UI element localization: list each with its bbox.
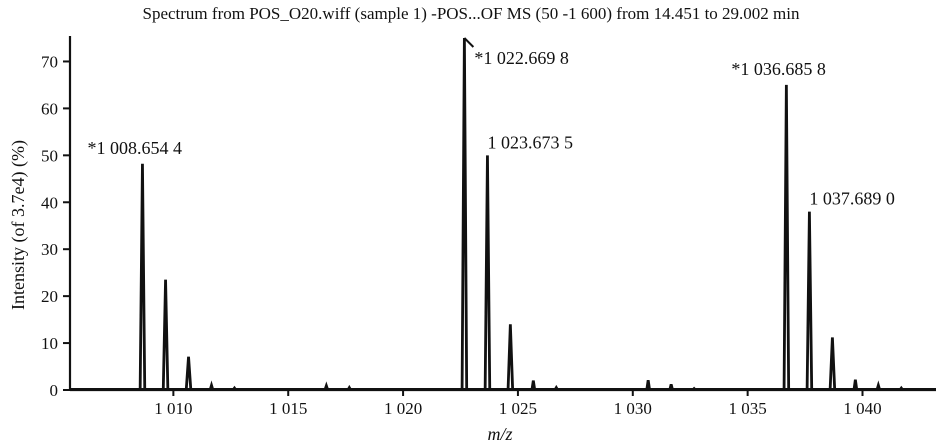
y-tick-label: 30 <box>41 240 58 259</box>
y-tick-label: 0 <box>50 381 59 400</box>
peak-label: 1 023.673 5 <box>487 132 572 152</box>
y-tick-label: 10 <box>41 334 58 353</box>
spectrum-peak <box>483 155 492 391</box>
spectrum-peak <box>852 379 859 391</box>
peak-label: *1 036.685 8 <box>731 59 826 79</box>
peak-label: 1 037.689 0 <box>809 189 895 209</box>
y-tick-label: 40 <box>41 193 58 212</box>
x-tick-label: 1 030 <box>614 399 652 418</box>
peak-label-leader <box>463 37 475 48</box>
spectrum-peak <box>828 337 837 391</box>
peak-labels: *1 008.654 4 *1 022.669 8 1 023.673 5 *1 03… <box>87 37 895 209</box>
peak-label: *1 022.669 8 <box>474 48 569 68</box>
peaks <box>70 37 936 391</box>
spectrum-peak <box>506 324 515 391</box>
y-axis-label: Intensity (of 3.7e4) (%) <box>8 140 29 310</box>
spectrum-peak <box>645 379 651 391</box>
peak-label: *1 008.654 4 <box>87 138 182 158</box>
x-tick-label: 1 020 <box>384 399 422 418</box>
x-axis-label: m/z <box>487 424 512 444</box>
y-tick-label: 20 <box>41 287 58 306</box>
spectrum-peak <box>460 37 469 391</box>
x-tick-label: 1 010 <box>154 399 192 418</box>
y-tick-label: 50 <box>41 146 58 165</box>
x-tick-label: 1 025 <box>499 399 537 418</box>
spectrum-peak <box>805 211 814 391</box>
x-tick-label: 1 040 <box>843 399 881 418</box>
y-tick-label: 60 <box>41 99 58 118</box>
y-tick-label: 70 <box>41 52 58 71</box>
spectrum-peak <box>161 279 170 391</box>
spectrum-peak <box>138 163 147 391</box>
spectrum-peak <box>184 356 193 391</box>
x-tick-label: 1 015 <box>269 399 307 418</box>
spectrum-peak <box>782 84 791 391</box>
spectrum-peak <box>530 380 537 391</box>
x-tick-label: 1 035 <box>729 399 767 418</box>
chart-title: Spectrum from POS_O20.wiff (sample 1) -P… <box>143 4 800 23</box>
